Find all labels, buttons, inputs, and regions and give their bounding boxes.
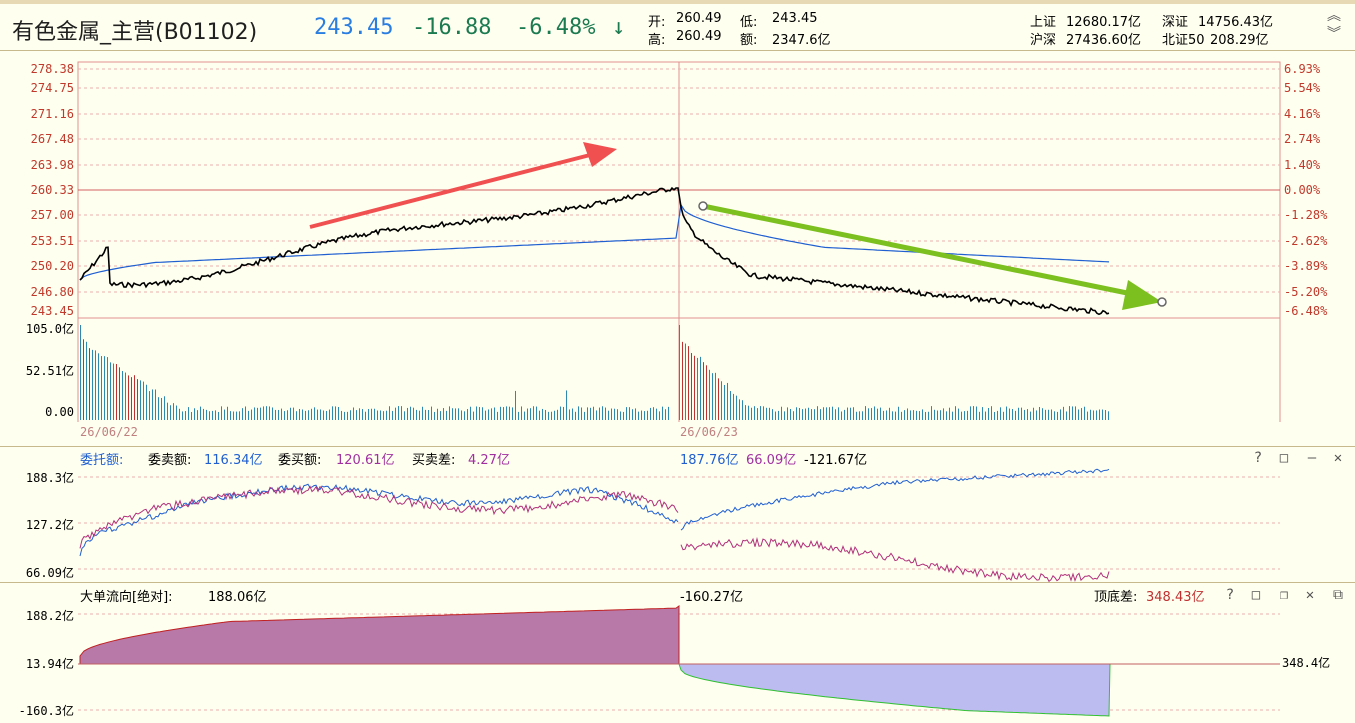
stock-name: 有色金属_主营(B01102) <box>12 20 258 45</box>
price-left-tick: 263.98 <box>30 158 74 172</box>
price-left-tick: 253.51 <box>30 234 74 248</box>
index-bz-value: 208.29亿 <box>1210 33 1269 48</box>
index-sh-name: 上证 <box>1030 15 1057 30</box>
panel-separator-1 <box>0 446 1355 447</box>
flow-tick-low: -160.3亿 <box>18 704 74 718</box>
flow-tick-mid: 13.94亿 <box>25 657 74 671</box>
flow-help-icon[interactable]: ? <box>1225 587 1235 603</box>
date-day1: 26/06/22 <box>80 425 138 439</box>
flow-popout-icon[interactable]: ⧉ <box>1333 587 1343 603</box>
price-left-tick: 271.16 <box>30 107 74 121</box>
price-right-tick: -1.28% <box>1284 208 1328 222</box>
amount-value: 2347.6亿 <box>772 33 831 48</box>
vol-tick-max: 105.0亿 <box>25 322 74 336</box>
price-right-tick: -6.48% <box>1284 304 1328 318</box>
top-tab-strip[interactable] <box>0 0 1355 4</box>
order-maximize-icon[interactable]: □ <box>1279 450 1289 466</box>
vol-tick-mid: 52.51亿 <box>25 364 74 378</box>
index-sh-value: 12680.17亿 <box>1066 15 1142 30</box>
price-left-tick: 246.80 <box>30 285 74 299</box>
order-title: 委托额: <box>80 453 124 468</box>
flow-day2-value: -160.27亿 <box>680 590 744 605</box>
price-right-tick: 2.74% <box>1284 132 1321 146</box>
average-price-line <box>79 203 1110 281</box>
index-hs-name: 沪深 <box>1030 33 1057 48</box>
flow-positive-area <box>79 605 680 665</box>
amount-label: 额: <box>740 33 758 48</box>
order-minimize-icon[interactable]: — <box>1307 450 1317 466</box>
order-sell-label: 委卖额: <box>148 453 192 468</box>
flow-tick-high: 188.2亿 <box>25 609 74 623</box>
price-right-tick: -2.62% <box>1284 234 1328 248</box>
order-close-icon[interactable]: ✕ <box>1333 450 1343 466</box>
order-buy-value: 120.61亿 <box>336 453 395 468</box>
index-sz-value: 14756.43亿 <box>1198 15 1274 30</box>
volume-bars <box>80 325 1109 420</box>
order-help-icon[interactable]: ? <box>1253 450 1263 466</box>
price-line <box>79 186 1110 316</box>
open-label: 开: <box>648 15 666 30</box>
price-left-tick: 260.33 <box>30 183 74 197</box>
quote-header: 有色金属_主营(B01102) 243.45 -16.88 -6.48% ↓ 开… <box>0 4 1355 51</box>
price-right-tick: -5.20% <box>1284 285 1328 299</box>
order-diff-label: 买卖差: <box>412 453 456 468</box>
flow-right-value: 348.4亿 <box>1282 656 1331 670</box>
price-right-tick: 0.00% <box>1284 183 1321 197</box>
top-bottom-value: 348.43亿 <box>1146 590 1205 605</box>
price-left-tick: 257.00 <box>30 208 74 222</box>
downtrend-arrow[interactable] <box>698 201 1167 310</box>
order-day2-diff: -121.67亿 <box>804 453 868 468</box>
price-right-tick: 6.93% <box>1284 62 1321 76</box>
scroll-up-icon[interactable]: ︽ <box>1327 8 1341 24</box>
high-label: 高: <box>648 33 666 48</box>
arrow-handle-start[interactable] <box>698 201 708 211</box>
price-right-tick: 1.40% <box>1284 158 1321 172</box>
flow-restore-icon[interactable]: ❐ <box>1279 587 1289 603</box>
uptrend-arrow[interactable] <box>309 142 617 229</box>
scroll-down-icon[interactable]: ︾ <box>1327 26 1341 42</box>
order-tick-low: 66.09亿 <box>25 566 74 580</box>
last-price: 243.45 <box>314 15 394 40</box>
order-day2-sell: 187.76亿 <box>680 453 739 468</box>
flow-maximize-icon[interactable]: □ <box>1251 587 1261 603</box>
order-sell-line <box>79 468 1110 557</box>
flow-close-icon[interactable]: ✕ <box>1305 587 1315 603</box>
price-left-tick: 243.45 <box>30 304 74 318</box>
flow-value: 188.06亿 <box>208 590 267 605</box>
order-sell-value: 116.34亿 <box>204 453 263 468</box>
order-tick-mid: 127.2亿 <box>25 518 74 532</box>
down-arrow-icon: ↓ <box>612 15 626 40</box>
low-label: 低: <box>740 15 758 30</box>
price-change: -16.88 <box>412 15 492 40</box>
price-right-tick: -3.89% <box>1284 259 1328 273</box>
flow-title: 大单流向[绝对]: <box>80 590 173 605</box>
order-panel-grid <box>78 476 1280 570</box>
price-left-tick: 250.20 <box>30 259 74 273</box>
top-bottom-label: 顶底差: <box>1094 590 1138 605</box>
panel-separator-2 <box>0 582 1355 583</box>
order-day2-buy: 66.09亿 <box>746 453 797 468</box>
open-value: 260.49 <box>676 11 722 26</box>
flow-negative-area <box>678 663 1111 717</box>
order-buy-line <box>79 484 1110 583</box>
order-diff-value: 4.27亿 <box>468 453 510 468</box>
price-change-pct: -6.48% <box>516 15 596 40</box>
order-buy-label: 委买额: <box>278 453 322 468</box>
price-left-tick: 278.38 <box>30 62 74 76</box>
vol-tick-zero: 0.00 <box>45 405 74 419</box>
arrow-handle-end[interactable] <box>1157 297 1167 307</box>
index-hs-value: 27436.60亿 <box>1066 33 1142 48</box>
index-bz-name: 北证50 <box>1162 33 1205 48</box>
price-right-tick: 5.54% <box>1284 81 1321 95</box>
index-sz-name: 深证 <box>1162 15 1189 30</box>
price-left-tick: 274.75 <box>30 81 74 95</box>
date-day2: 26/06/23 <box>680 425 738 439</box>
low-value: 243.45 <box>772 11 818 26</box>
price-right-tick: 4.16% <box>1284 107 1321 121</box>
order-tick-high: 188.3亿 <box>25 471 74 485</box>
price-left-tick: 267.48 <box>30 132 74 146</box>
high-value: 260.49 <box>676 29 722 44</box>
